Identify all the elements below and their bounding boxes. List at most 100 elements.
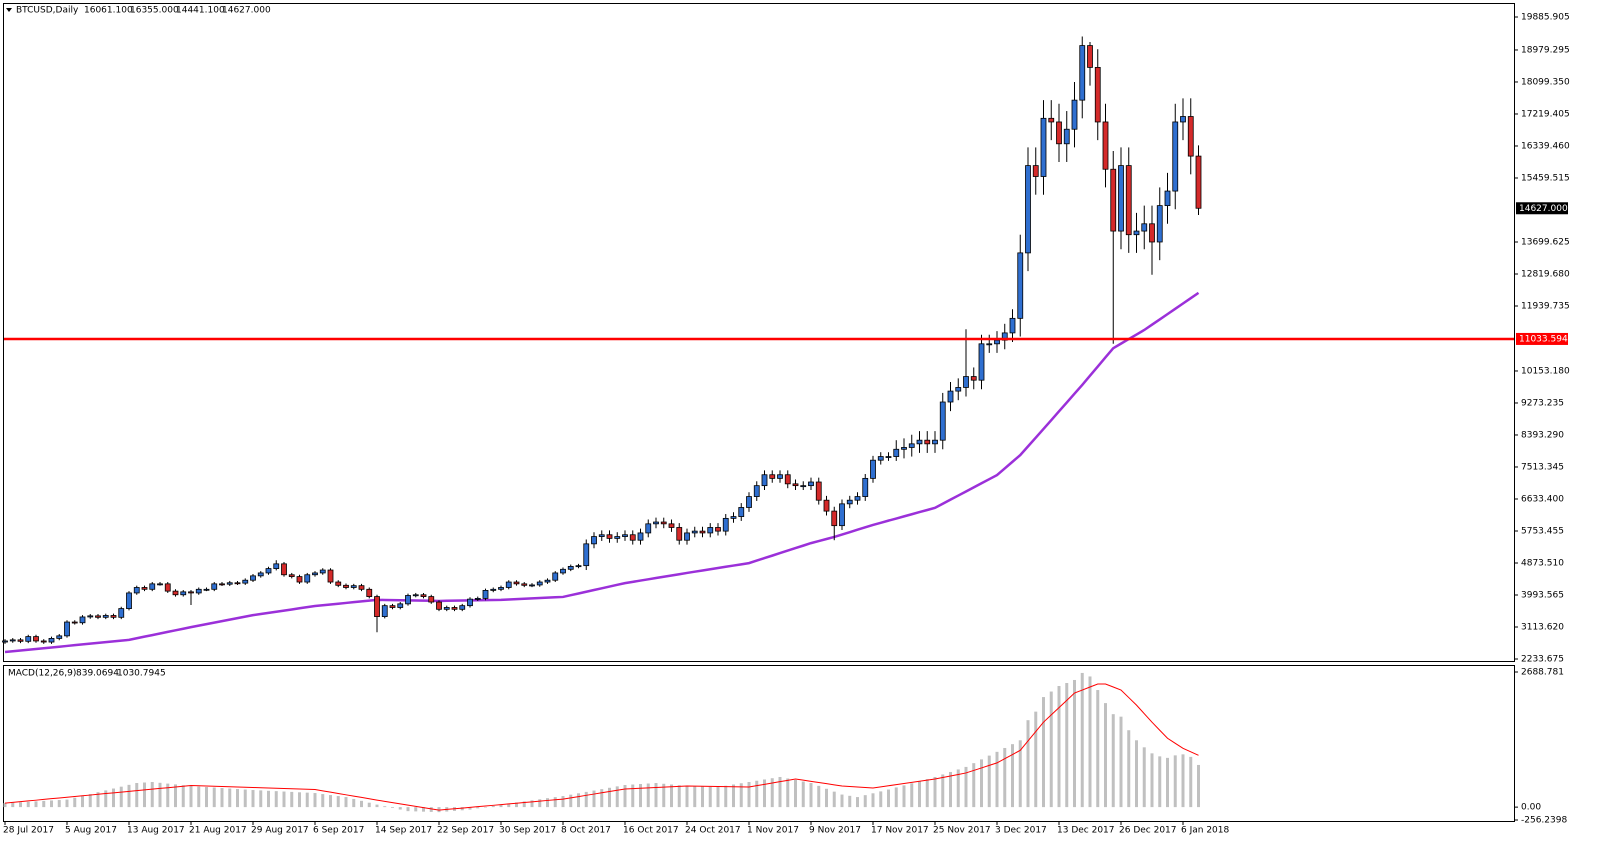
histogram-bar (631, 784, 635, 808)
candle-body (374, 596, 380, 617)
candle-body (467, 598, 473, 607)
histogram-bar (96, 792, 100, 808)
histogram-bar (739, 783, 743, 808)
histogram-bar (786, 778, 790, 808)
candle-body (963, 376, 969, 388)
candle-body (1056, 121, 1062, 145)
histogram-bar (158, 782, 162, 808)
x-tick-label: 1 Nov 2017 (747, 826, 799, 836)
histogram-bar (212, 787, 216, 808)
candle-body (1071, 99, 1078, 130)
candle-body (203, 588, 210, 591)
x-tick-label: 30 Sep 2017 (499, 826, 556, 836)
histogram-bar (1088, 676, 1092, 808)
y-tick-label: 18979.295 (1521, 45, 1570, 55)
candle-body (288, 574, 295, 577)
histogram-bar (73, 797, 77, 808)
histogram-bar (925, 779, 929, 808)
candle-body (939, 401, 946, 441)
histogram-bar (1096, 690, 1100, 808)
histogram-bar (724, 785, 728, 808)
histogram-bar (251, 790, 255, 808)
histogram-bar (949, 771, 952, 808)
candle-body (56, 635, 63, 639)
histogram-bar (1018, 740, 1022, 808)
histogram-bar (468, 807, 472, 810)
candle-body (645, 523, 652, 534)
menu-arrow[interactable] (6, 8, 12, 12)
candle-body (908, 443, 915, 448)
histogram-bar (282, 791, 286, 808)
candle-body (1032, 165, 1039, 177)
candle-body (1079, 45, 1086, 101)
candle-body (622, 534, 628, 537)
candle-body (126, 592, 132, 609)
candle-body (1017, 252, 1024, 319)
candle-body (916, 439, 923, 445)
candle-body (250, 575, 256, 581)
candle-body (312, 572, 318, 576)
header-value: 14441.100 (176, 6, 225, 16)
histogram-bar (259, 790, 263, 808)
candle-body (637, 532, 644, 541)
candle-body (319, 569, 326, 574)
histogram-bar (127, 784, 131, 808)
histogram-bar (65, 799, 69, 808)
histogram-bar (205, 787, 208, 808)
histogram-bar (460, 807, 464, 811)
candle-body (901, 447, 907, 450)
histogram-bar (693, 786, 697, 808)
candle-body (350, 585, 357, 588)
histogram-bar (1150, 753, 1154, 808)
candle-body (947, 390, 954, 403)
candle-body (924, 439, 931, 445)
x-tick-label: 13 Dec 2017 (1057, 826, 1115, 836)
histogram-bar (119, 786, 123, 808)
histogram-bar (274, 791, 278, 808)
histogram-bar (1142, 747, 1146, 808)
histogram-bar (1158, 756, 1162, 808)
histogram-bar (26, 801, 30, 808)
x-tick-label: 6 Jan 2018 (1181, 826, 1229, 836)
x-tick-label: 5 Aug 2017 (65, 826, 117, 836)
histogram-bar (1197, 764, 1200, 808)
candle-body (482, 589, 489, 599)
candle-body (986, 343, 993, 346)
candle-body (1118, 165, 1124, 232)
candle-body (1102, 121, 1109, 170)
candle-body (188, 591, 194, 594)
x-tick-label: 8 Oct 2017 (561, 826, 611, 836)
candle-body (195, 588, 202, 594)
candle-body (498, 587, 504, 590)
candle-body (71, 621, 78, 624)
histogram-bar (507, 803, 511, 808)
histogram-bar (1073, 679, 1076, 808)
header-value: 14627.000 (222, 6, 271, 16)
x-tick-label: 13 Aug 2017 (127, 826, 185, 836)
candle-body (583, 543, 590, 567)
histogram-bar (1042, 697, 1045, 808)
candle-body (544, 579, 551, 583)
header-value: 839.0694 (76, 669, 119, 679)
candle-body (598, 534, 605, 537)
candle-body (1094, 67, 1101, 123)
histogram-bar (150, 781, 154, 808)
histogram-bar (398, 807, 402, 810)
candle-body (211, 583, 218, 590)
candle-body (808, 481, 814, 487)
candle-body (606, 534, 613, 539)
histogram-bar (546, 798, 549, 808)
histogram-bar (770, 778, 774, 808)
histogram-bar (662, 783, 666, 808)
candle-body (296, 576, 303, 583)
histogram-bar (414, 807, 418, 812)
histogram-bar (321, 794, 325, 808)
histogram-bar (1111, 714, 1115, 808)
candle-body (1087, 45, 1093, 68)
candle-body (172, 590, 179, 596)
histogram-bar (732, 784, 735, 808)
histogram-bar (600, 789, 604, 808)
candle-body (769, 474, 776, 479)
histogram-bar (429, 807, 433, 812)
